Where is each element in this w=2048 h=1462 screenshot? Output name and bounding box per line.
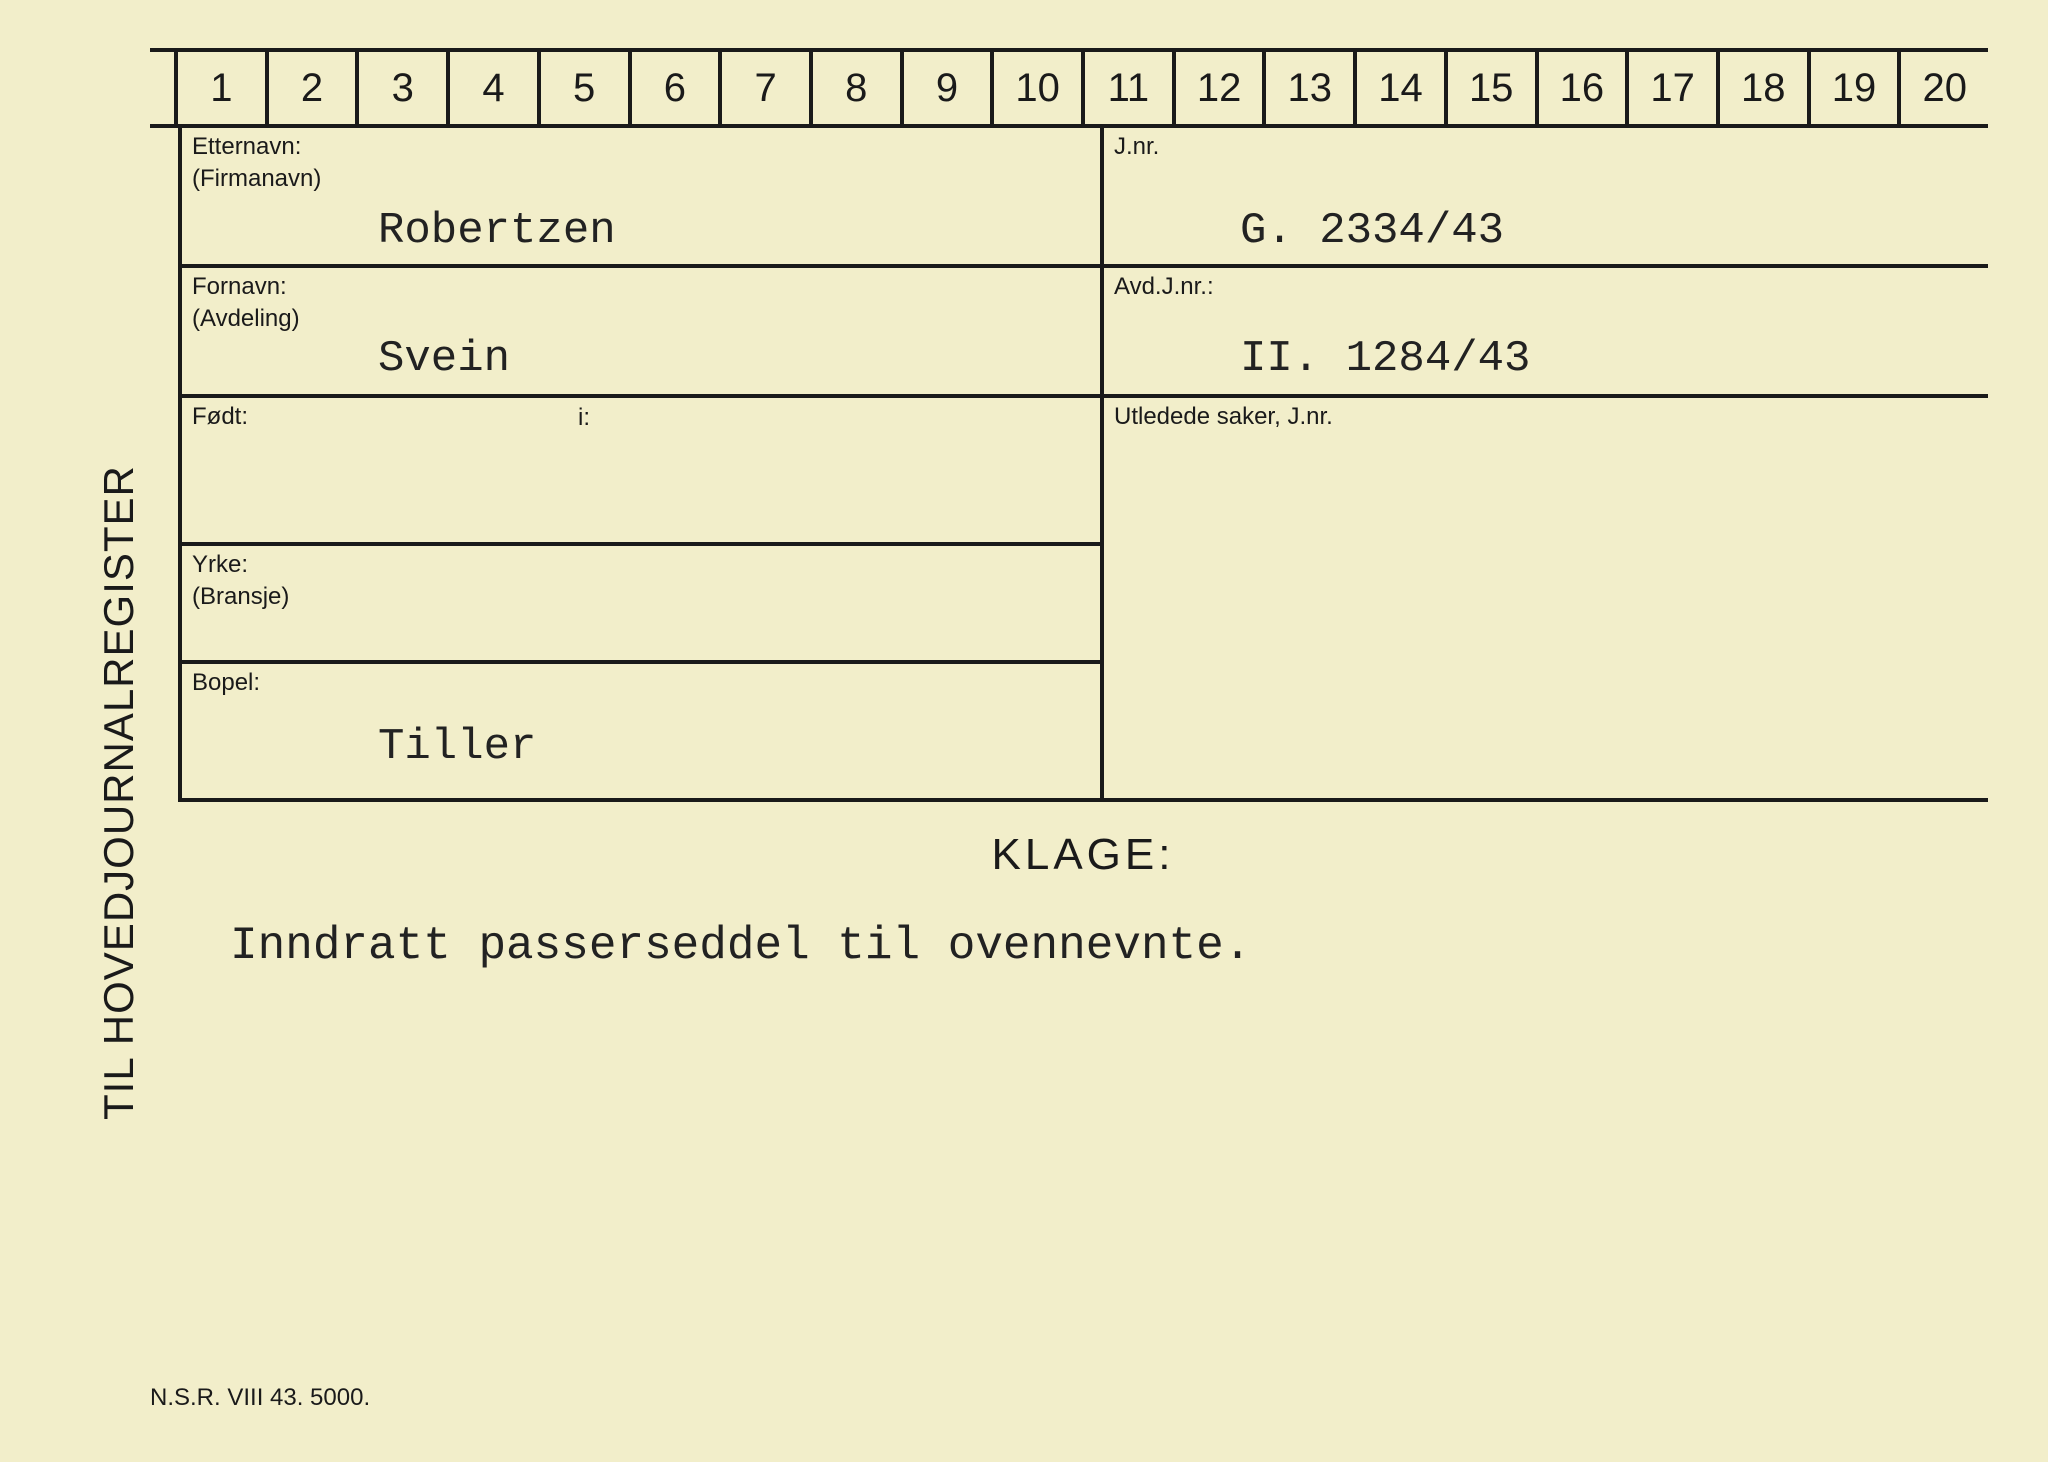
ruler-seg: 15	[1448, 52, 1539, 124]
ruler-seg: 9	[904, 52, 995, 124]
ruler-seg: 16	[1539, 52, 1630, 124]
bopel-value: Tiller	[378, 722, 536, 772]
fodt-i-label: i:	[578, 404, 590, 432]
etternavn-label: Etternavn:	[178, 128, 1100, 160]
fodt-cell: Født: i:	[178, 398, 1100, 546]
bopel-cell: Bopel: Tiller	[178, 664, 1100, 798]
fornavn-value: Svein	[378, 334, 510, 384]
ruler-lead	[150, 52, 178, 124]
bopel-label: Bopel:	[178, 664, 1100, 696]
ruler-seg: 7	[722, 52, 813, 124]
klage-body-text: Inndratt passerseddel til ovennevnte.	[230, 920, 1251, 972]
etternavn-cell: Etternavn: (Firmanavn) Robertzen	[178, 128, 1100, 268]
avdjnr-value: II. 1284/43	[1240, 334, 1530, 384]
ruler-seg: 1	[178, 52, 269, 124]
ruler-seg: 19	[1811, 52, 1902, 124]
ruler-seg: 8	[813, 52, 904, 124]
fodt-label: Født:	[178, 398, 1100, 430]
ruler-seg: 3	[359, 52, 450, 124]
bransje-label: (Bransje)	[178, 578, 1100, 610]
ruler-seg: 12	[1176, 52, 1267, 124]
fornavn-cell: Fornavn: (Avdeling) Svein	[178, 268, 1100, 398]
utledede-label: Utledede saker, J.nr.	[1100, 398, 1988, 430]
ruler-seg: 20	[1901, 52, 1988, 124]
jnr-value: G. 2334/43	[1240, 206, 1504, 256]
ruler-seg: 13	[1266, 52, 1357, 124]
yrke-cell: Yrke: (Bransje)	[178, 546, 1100, 664]
jnr-cell: J.nr. G. 2334/43	[1100, 128, 1988, 268]
ruler-seg: 6	[632, 52, 723, 124]
ruler-seg: 18	[1720, 52, 1811, 124]
vertical-title: TIL HOVEDJOURNALREGISTER	[95, 465, 143, 1120]
ruler-seg: 2	[269, 52, 360, 124]
form-footer-code: N.S.R. VIII 43. 5000.	[150, 1384, 370, 1412]
etternavn-value: Robertzen	[378, 206, 616, 256]
section-divider-line	[178, 798, 1988, 802]
utledede-cell: Utledede saker, J.nr.	[1100, 398, 1988, 798]
ruler-seg: 14	[1357, 52, 1448, 124]
ruler-seg: 4	[450, 52, 541, 124]
avdeling-label: (Avdeling)	[178, 300, 1100, 332]
firmanavn-label: (Firmanavn)	[178, 160, 1100, 192]
klage-heading: KLAGE:	[178, 830, 1988, 880]
ruler-scale: 1 2 3 4 5 6 7 8 9 10 11 12 13 14 15 16 1…	[150, 48, 1988, 128]
avdjnr-cell: Avd.J.nr.: II. 1284/43	[1100, 268, 1988, 398]
jnr-label: J.nr.	[1100, 128, 1988, 160]
ruler-seg: 17	[1629, 52, 1720, 124]
ruler-seg: 5	[541, 52, 632, 124]
ruler-seg: 10	[994, 52, 1085, 124]
yrke-label: Yrke:	[178, 546, 1100, 578]
register-card: TIL HOVEDJOURNALREGISTER 1 2 3 4 5 6 7 8…	[0, 0, 2048, 1462]
avdjnr-label: Avd.J.nr.:	[1100, 268, 1988, 300]
fornavn-label: Fornavn:	[178, 268, 1100, 300]
ruler-seg: 11	[1085, 52, 1176, 124]
